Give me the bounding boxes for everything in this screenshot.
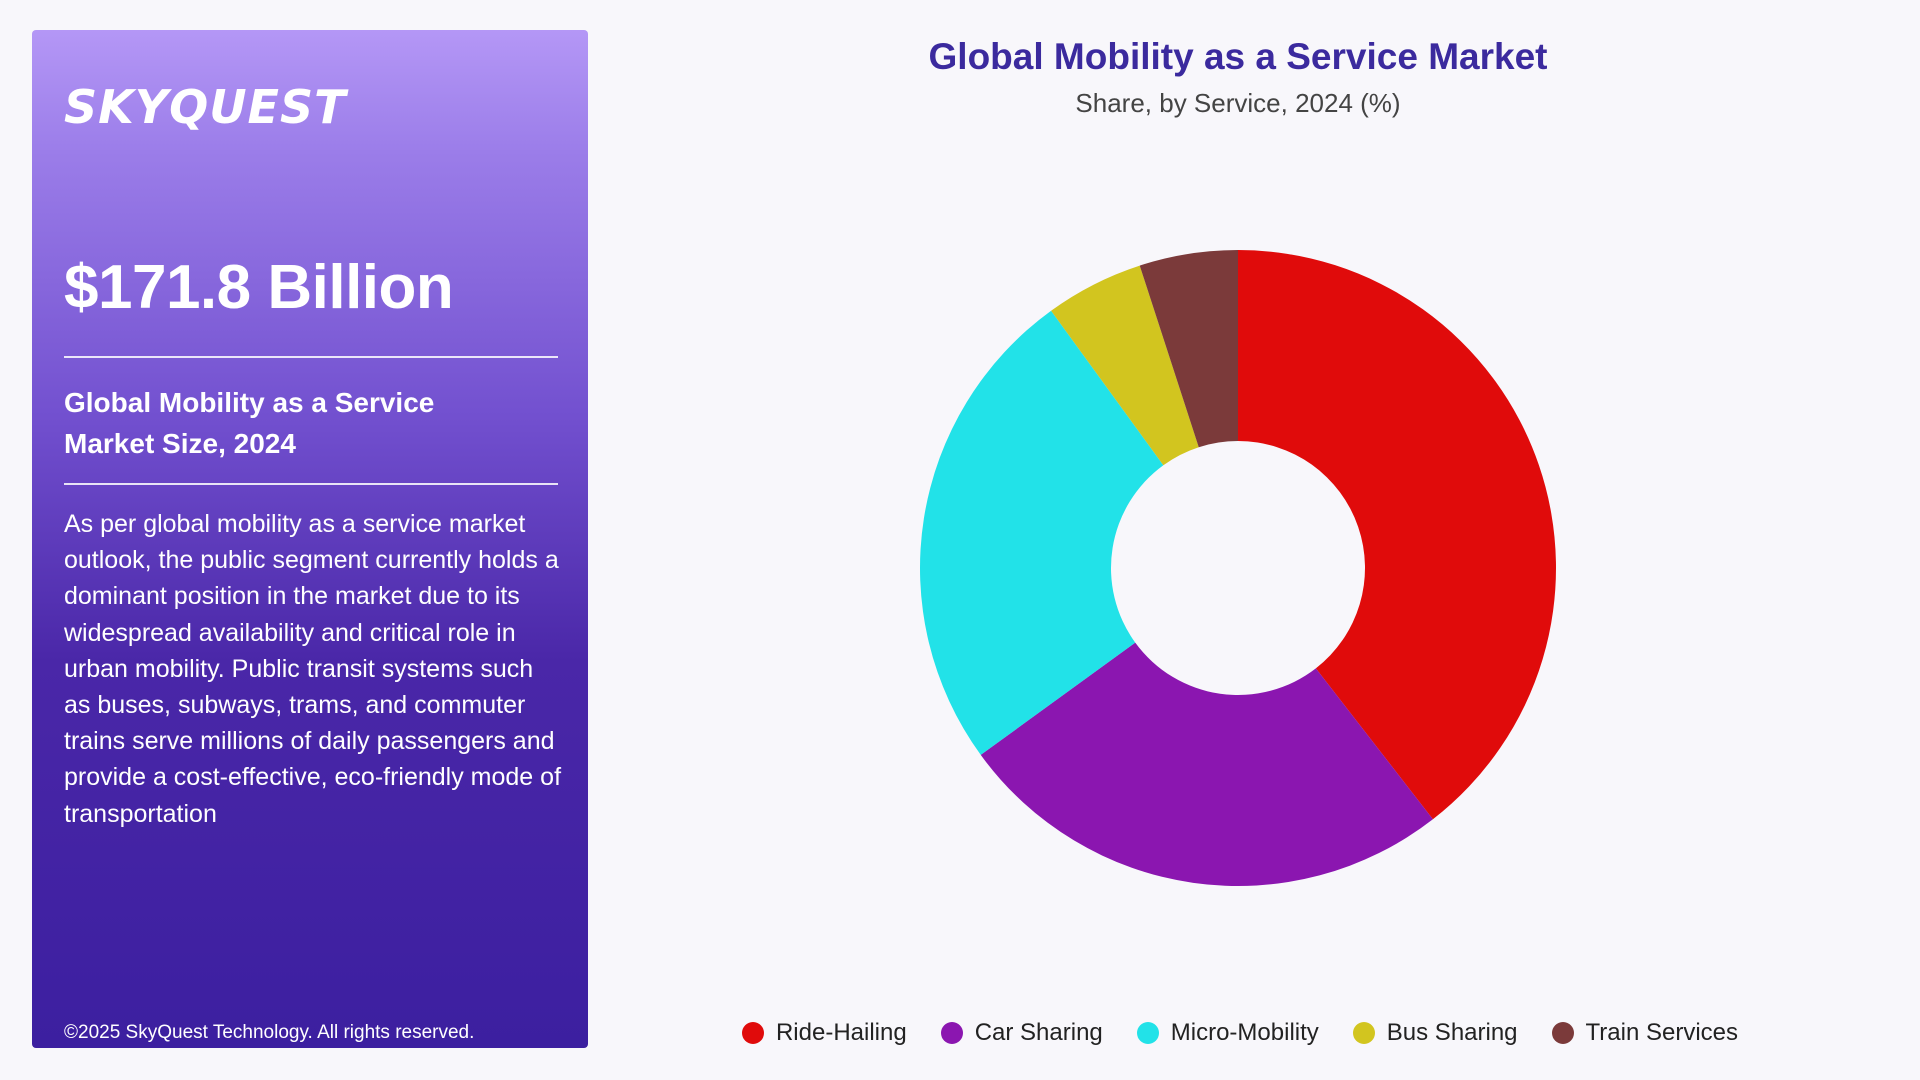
legend-item-micro-mobility: Micro-Mobility — [1136, 1019, 1319, 1047]
chart-legend: Ride-Hailing Car Sharing Micro-Mobility Bus… — [720, 1016, 1760, 1050]
market-description: As per global mobility as a service mark… — [64, 510, 562, 828]
legend-label-train-services: Train Services — [1585, 1019, 1739, 1046]
slice-micro-mobility — [920, 310, 1164, 755]
divider-bottom — [64, 483, 558, 485]
market-size-label: Global Mobility as a Service Market Size… — [64, 387, 435, 459]
legend-swatch-car-sharing — [940, 1022, 963, 1044]
legend-swatch-train-services — [1551, 1022, 1574, 1044]
slice-ride-hailing — [1238, 250, 1556, 820]
chart-subtitle: Share, by Service, 2024 (%) — [1075, 88, 1401, 118]
legend-item-bus-sharing: Bus Sharing — [1352, 1019, 1518, 1047]
divider-top — [64, 356, 558, 358]
legend-swatch-bus-sharing — [1352, 1022, 1375, 1044]
copyright-notice: ©2025 SkyQuest Technology. All rights re… — [64, 1022, 475, 1043]
slice-train-services — [1139, 250, 1238, 448]
slice-bus-sharing — [1051, 265, 1199, 466]
legend-label-micro-mobility: Micro-Mobility — [1170, 1019, 1319, 1046]
skyquest-logo: SKYQUEST — [64, 80, 347, 134]
market-size-value: $171.8 Billion — [64, 253, 454, 322]
legend-item-train-services: Train Services — [1551, 1019, 1739, 1047]
chart-title: Global Mobility as a Service Market — [928, 36, 1548, 77]
legend-label-ride-hailing: Ride-Hailing — [775, 1019, 907, 1046]
legend-swatch-ride-hailing — [741, 1022, 764, 1044]
legend-label-car-sharing: Car Sharing — [974, 1019, 1103, 1046]
legend-swatch-micro-mobility — [1136, 1022, 1159, 1044]
summary-panel: SKYQUEST $171.8 Billion Global Mobility … — [32, 30, 588, 1048]
legend-item-car-sharing: Car Sharing — [940, 1019, 1103, 1047]
legend-item-ride-hailing: Ride-Hailing — [741, 1019, 907, 1047]
slice-car-sharing — [980, 642, 1433, 886]
legend-label-bus-sharing: Bus Sharing — [1386, 1019, 1518, 1046]
